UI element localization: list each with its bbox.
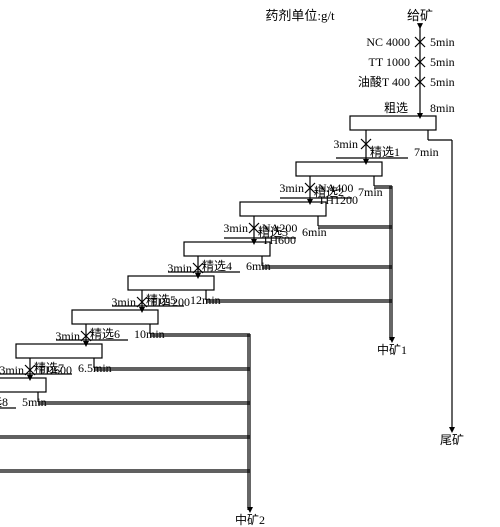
cleaner-3-label: 精选3 [258,225,288,239]
cleaner-2-time: 7min [358,185,383,199]
cleaner-1-label: 精选1 [370,145,400,159]
rougher-time: 8min [430,101,455,115]
reagent-0-time: 5min [430,35,455,49]
cleaner-8-label: 精选8 [0,395,8,409]
cleaner-4-label: 精选4 [202,259,232,273]
cleaner-1-pretime: 3min [279,181,304,195]
cleaner-2-label: 精选2 [314,185,344,199]
tailing-label: 尾矿 [440,433,464,447]
cleaner-3-time: 6min [302,225,327,239]
cleaner-4-pretime: 3min [111,295,136,309]
cleaner-1-time: 7min [414,145,439,159]
reagent-1-time: 5min [430,55,455,69]
cleaner-6-pretime: 3min [0,363,24,377]
reagent-2-time: 5min [430,75,455,89]
cleaner-5-pretime: 3min [55,329,80,343]
cleaner-7-label: 精选7 [34,361,64,375]
cleaner-2-pretime: 3min [223,221,248,235]
cleaner-3-pretime: 3min [167,261,192,275]
feed-label: 给矿 [407,8,433,23]
rougher-label: 粗选 [384,101,408,115]
reagent-2-name: 油酸T 400 [358,74,410,89]
rougher-pre-time: 3min [333,137,358,151]
cleaner-6-label: 精选6 [90,327,120,341]
midling-1-label: 中矿1 [377,342,407,357]
reagent-0-name: NC 4000 [366,35,410,49]
midling-2-label: 中矿2 [235,512,265,527]
cleaner-5-label: 精选5 [146,293,176,307]
unit-label: 药剂单位:g/t [265,8,335,23]
reagent-1-name: TT 1000 [369,55,410,69]
flotation-flowchart: 药剂单位:g/t 给矿 NC 4000 5min TT 1000 5min 油酸T 400 5… [0,0,500,527]
